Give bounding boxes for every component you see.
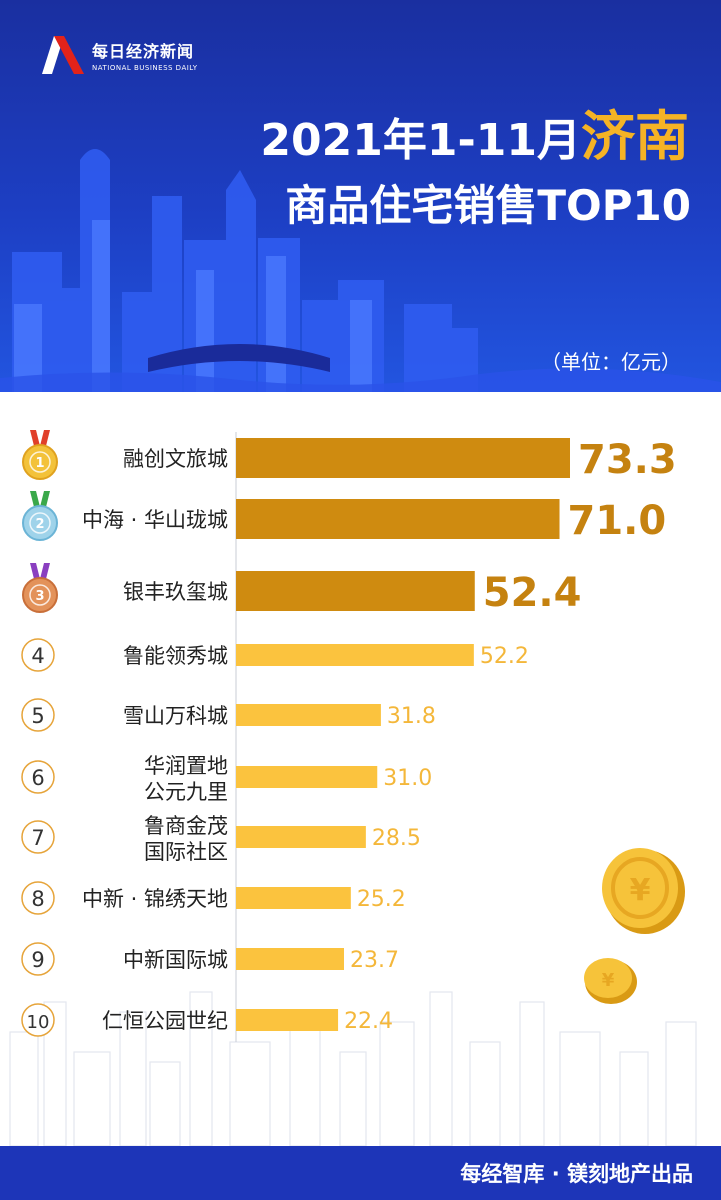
rank-number-2: 2 [35, 517, 44, 532]
bar-4 [236, 644, 474, 666]
small-coin-icon: ¥ [584, 958, 637, 1004]
medal-icon-1: 1 [22, 430, 58, 480]
svg-text:¥: ¥ [602, 970, 615, 991]
category-label-8: 中新 · 锦绣天地 [82, 887, 228, 911]
category-label-9: 中新国际城 [123, 948, 228, 972]
rank-badge-4 [21, 638, 55, 672]
rank-badge-7 [21, 820, 55, 854]
header-banner: 每日经济新闻 NATIONAL BUSINESS DAILY 2021年1-11… [0, 0, 721, 392]
title-prefix: 2021年1-11月 [260, 115, 581, 166]
bar-1 [236, 438, 570, 478]
value-label-10: 22.4 [344, 1009, 393, 1034]
value-label-8: 25.2 [357, 887, 406, 912]
title-line-2: 商品住宅销售TOP10 [285, 181, 691, 230]
brand-name-en: NATIONAL BUSINESS DAILY [92, 64, 198, 72]
footer-credit: 每经智库 · 镁刻地产出品 [460, 1162, 693, 1186]
value-label-5: 31.8 [387, 704, 436, 729]
rank-number-1: 1 [35, 456, 44, 471]
rank-number-3: 3 [35, 589, 44, 604]
category-label-5: 雪山万科城 [123, 704, 228, 728]
gold-coins-illustration: ¥ ¥ [584, 848, 685, 1004]
value-label-9: 23.7 [350, 948, 399, 973]
rank-number-7: 7 [31, 826, 44, 850]
rank-number-4: 4 [31, 644, 44, 668]
brand-logo: 每日经济新闻 NATIONAL BUSINESS DAILY [40, 34, 198, 76]
medal-icon-2: 2 [22, 491, 58, 541]
bar-9 [236, 948, 344, 970]
svg-text:¥: ¥ [630, 873, 651, 908]
category-label-6: 公元九里 [144, 780, 228, 804]
category-label-2: 中海 · 华山珑城 [82, 508, 228, 532]
title-line-1: 2021年1-11月济南 [260, 92, 689, 171]
value-label-4: 52.2 [480, 644, 529, 669]
rank-badge-6 [21, 760, 55, 794]
logo-mark-icon [42, 36, 84, 74]
rank-number-8: 8 [31, 887, 44, 911]
category-label-4: 鲁能领秀城 [123, 644, 228, 668]
title-city: 济南 [581, 105, 689, 168]
rank-number-6: 6 [31, 766, 44, 790]
category-label-7: 鲁商金茂 [144, 814, 228, 838]
category-label-3: 银丰玖玺城 [123, 580, 228, 604]
rank-number-9: 9 [31, 948, 44, 972]
category-label-1: 融创文旅城 [123, 447, 228, 471]
category-label-7: 国际社区 [144, 840, 228, 864]
rank-badge-5 [21, 698, 55, 732]
value-label-7: 28.5 [372, 826, 421, 851]
medal-icon-3: 3 [22, 563, 58, 613]
rank-number-10: 10 [27, 1012, 50, 1033]
value-label-6: 31.0 [383, 766, 432, 791]
city-skyline-illustration [0, 149, 721, 392]
bar-3 [236, 571, 475, 611]
footer-bar: 每经智库 · 镁刻地产出品 [0, 1146, 721, 1200]
rank-badge-10 [21, 1003, 55, 1037]
unit-label: （单位：亿元） [541, 350, 681, 374]
rank-badge-9 [21, 942, 55, 976]
bar-8 [236, 887, 351, 909]
value-label-1: 73.3 [578, 437, 677, 483]
category-label-6: 华润置地 [144, 754, 228, 778]
category-label-10: 仁恒公园世纪 [102, 1009, 228, 1033]
value-label-3: 52.4 [483, 570, 582, 616]
bar-5 [236, 704, 381, 726]
chart-background-skyline [9, 991, 697, 1146]
rank-number-5: 5 [31, 704, 44, 728]
value-label-2: 71.0 [568, 498, 667, 544]
bar-2 [236, 499, 560, 539]
rank-badge-8 [21, 881, 55, 915]
bar-6 [236, 766, 378, 788]
bar-7 [236, 826, 366, 848]
bar-10 [236, 1009, 339, 1031]
large-coin-icon: ¥ [602, 848, 685, 934]
brand-name-cn: 每日经济新闻 [92, 42, 195, 61]
